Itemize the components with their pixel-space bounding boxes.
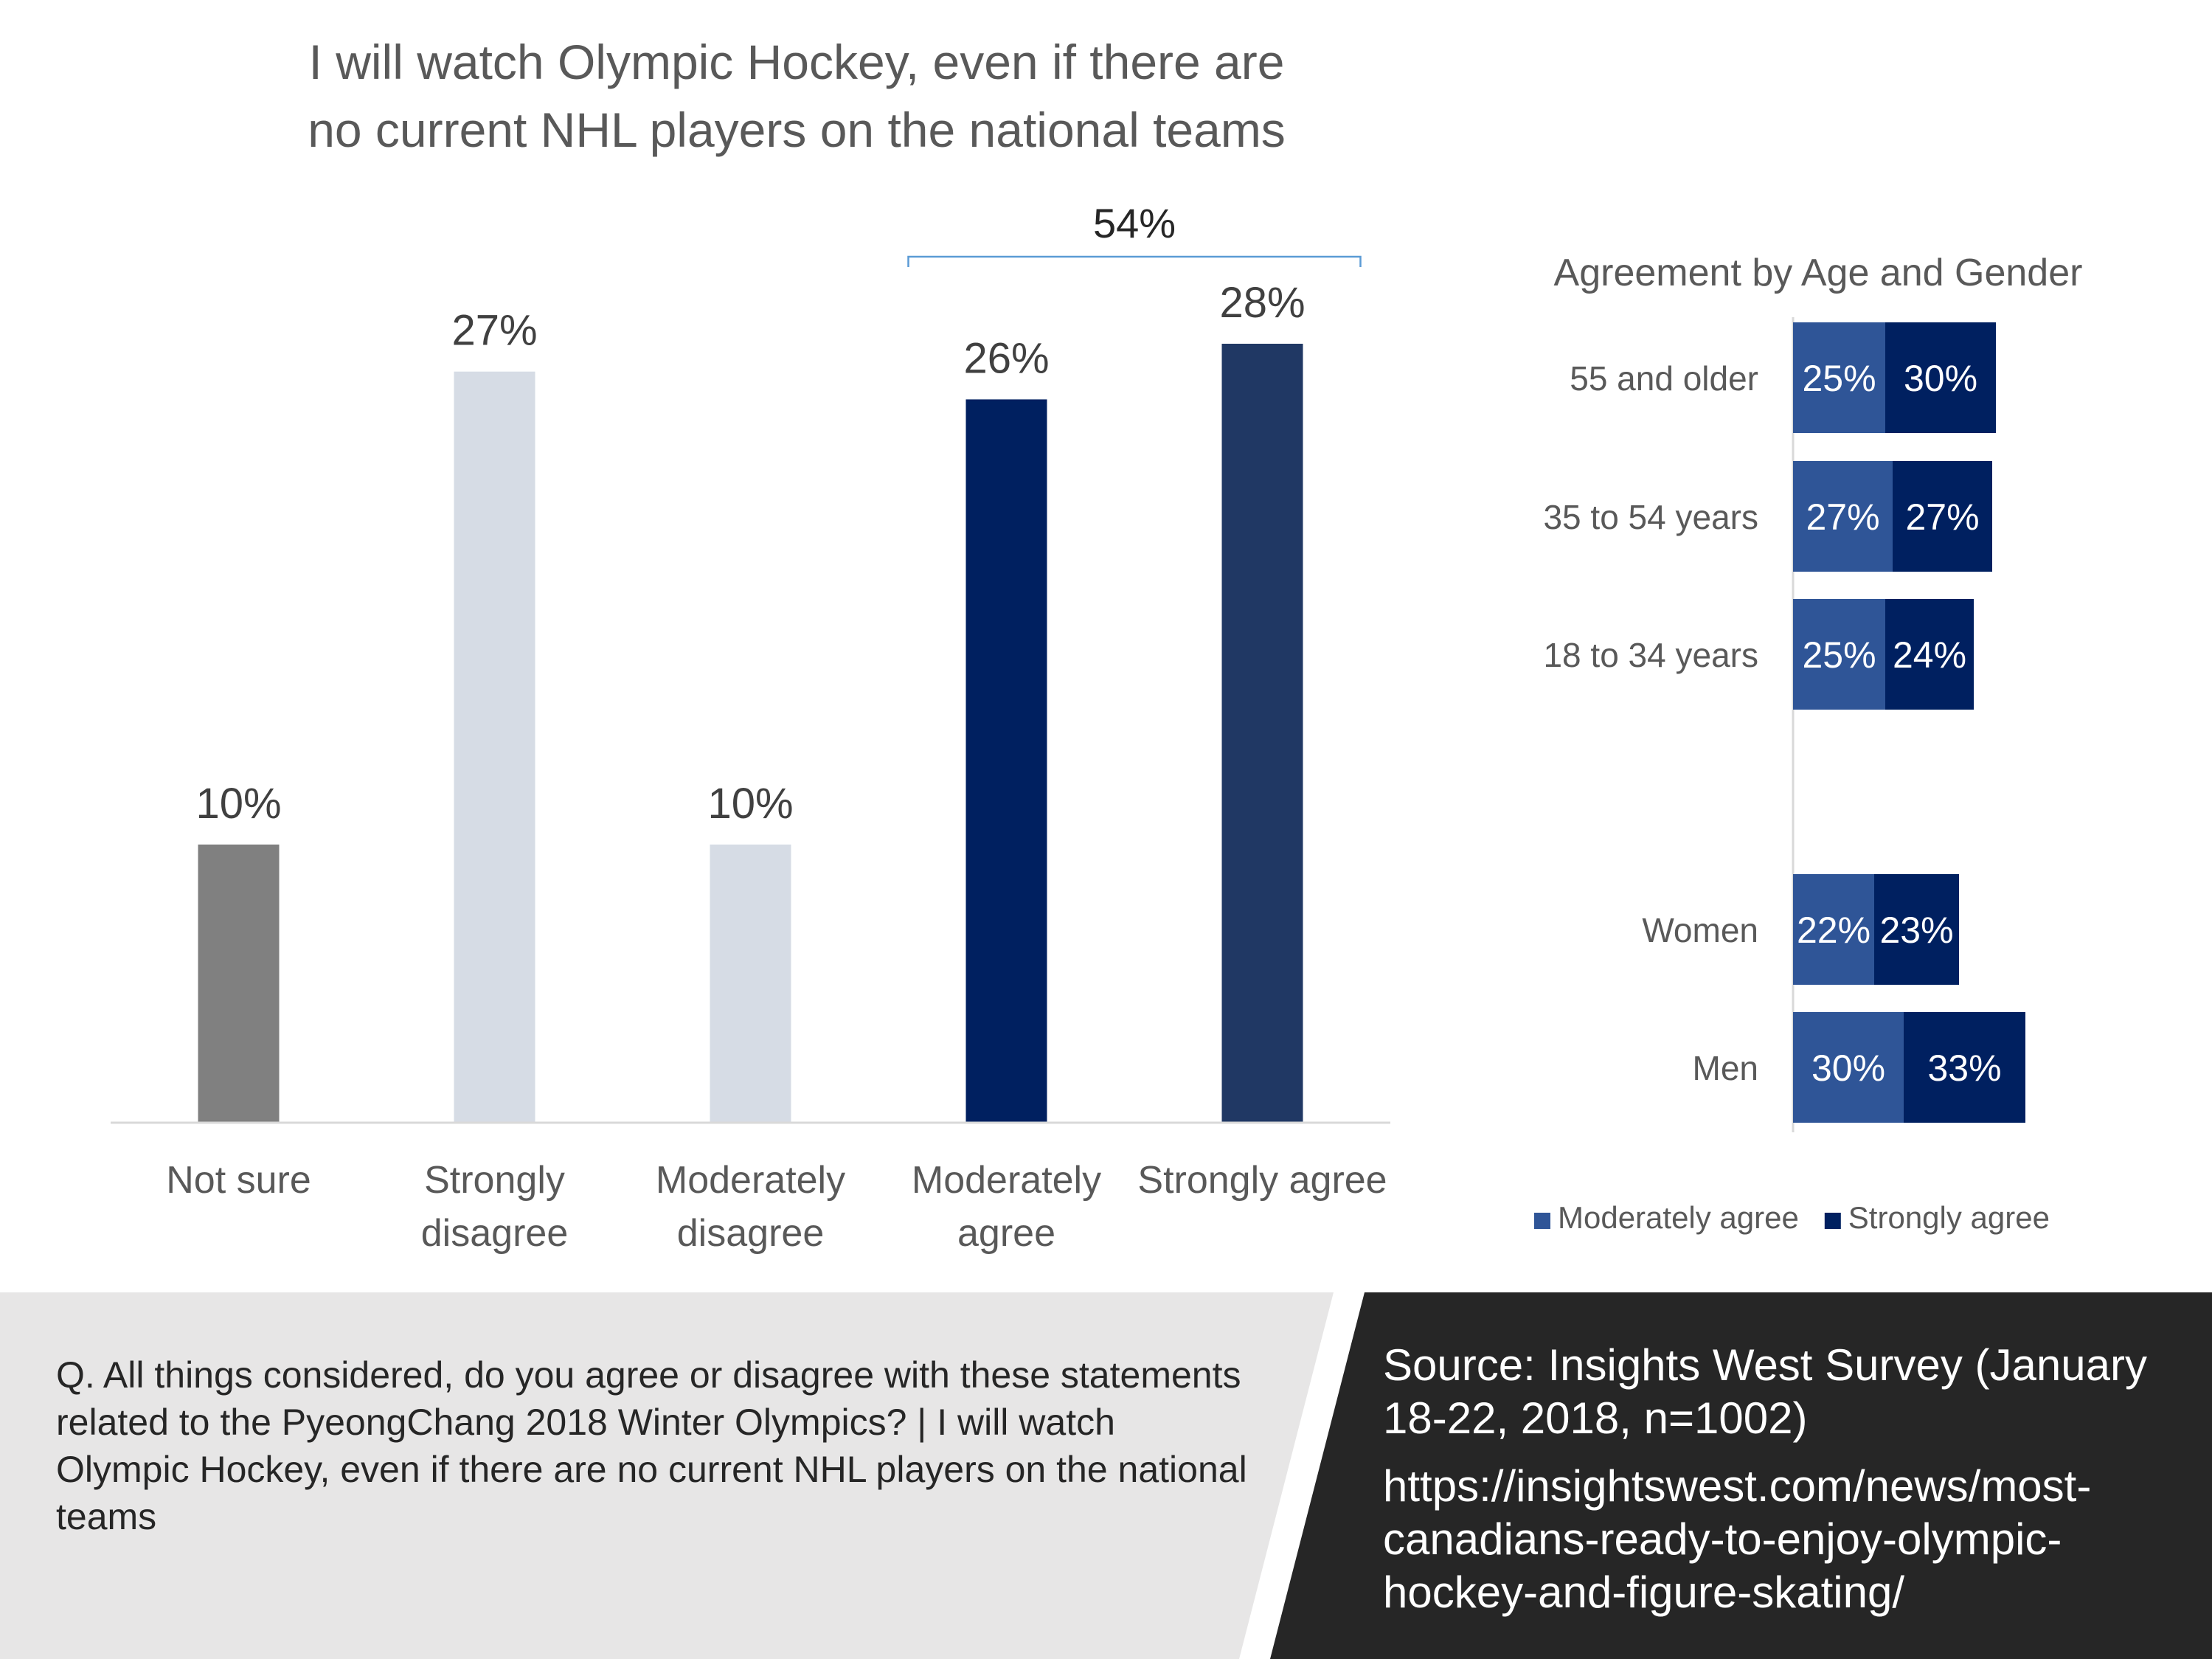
x-tick-label: Not sure (166, 1159, 311, 1202)
agreement-breakdown-chart: Agreement by Age and Gender 55 and older 2… (1534, 252, 2082, 1235)
footer-source-panel (1270, 1292, 2212, 1659)
bar (710, 844, 791, 1123)
segment-data-label: 27% (1905, 496, 1979, 538)
chart-title: I will watch Olympic Hockey, even if the… (243, 28, 1350, 164)
x-tick-label: Moderately (912, 1159, 1101, 1202)
legend-swatch (1534, 1213, 1550, 1229)
survey-question: Q. All things considered, do you agree o… (56, 1354, 1247, 1537)
legend-label: Moderately agree (1558, 1200, 1799, 1235)
source-block: Source: Insights West Survey (January 18… (1383, 1339, 2180, 1619)
bar-data-label: 10% (195, 780, 281, 828)
bar (965, 399, 1047, 1123)
legend-label: Strongly agree (1848, 1200, 2050, 1235)
stacked-bar-segment (1885, 322, 1996, 433)
bar-data-label: 26% (963, 334, 1049, 382)
x-tick-label: disagree (421, 1212, 568, 1255)
segment-data-label: 24% (1893, 634, 1966, 676)
bar-data-label: 10% (707, 780, 793, 828)
segment-data-label: 25% (1802, 358, 1876, 399)
y-tick-label: Women (1642, 911, 1758, 949)
segment-data-label: 30% (1811, 1047, 1885, 1089)
stacked-bar-segment (1793, 874, 1874, 985)
charts-canvas: 10% Not sure 27% Strongly disagree 10% Moderat… (111, 200, 2082, 1255)
source-url: https://insightswest.com/news/most-canad… (1383, 1461, 2092, 1617)
x-tick-label: Moderately (656, 1159, 845, 1202)
stacked-bar-segment (1904, 1012, 2025, 1123)
y-tick-label: 18 to 34 years (1543, 636, 1758, 674)
source-text: Source: Insights West Survey (January 18… (1383, 1340, 2147, 1443)
stacked-bar-segment (1885, 599, 1974, 710)
y-tick-label: 35 to 54 years (1543, 498, 1758, 536)
stacked-bar-segment (1793, 1012, 1904, 1123)
bar (454, 371, 535, 1123)
bracket-total-label: 54% (1093, 200, 1176, 246)
stacked-bar-segment (1893, 461, 1992, 572)
x-tick-label: disagree (677, 1212, 824, 1255)
stacked-bar-segment (1793, 461, 1893, 572)
footer-background (0, 1292, 2212, 1659)
bar-data-label: 27% (451, 307, 537, 355)
chart-title-line: I will watch Olympic Hockey, even if the… (308, 35, 1285, 89)
segment-data-label: 22% (1797, 910, 1871, 951)
segment-data-label: 33% (1927, 1047, 2001, 1089)
segment-data-label: 30% (1904, 358, 1977, 399)
x-tick-label: Strongly (424, 1159, 565, 1202)
bar (1221, 344, 1303, 1123)
x-tick-label: Strongly agree (1137, 1159, 1387, 1202)
stacked-bar-segment (1793, 322, 1885, 433)
segment-data-label: 23% (1879, 910, 1953, 951)
chart-title-line: no current NHL players on the national t… (308, 103, 1286, 157)
main-bar-chart: 10% Not sure 27% Strongly disagree 10% Moderat… (111, 200, 1390, 1255)
agree-bracket (907, 255, 1362, 267)
stacked-bar-segment (1793, 599, 1885, 710)
x-tick-label: agree (957, 1212, 1055, 1255)
bar-data-label: 28% (1219, 279, 1305, 327)
side-chart-title: Agreement by Age and Gender (1554, 252, 2083, 294)
y-tick-label: 55 and older (1570, 359, 1758, 398)
segment-data-label: 27% (1806, 496, 1879, 538)
bar (198, 844, 280, 1123)
segment-data-label: 25% (1802, 634, 1876, 676)
stacked-bar-segment (1874, 874, 1959, 985)
footer-question-panel (0, 1292, 1334, 1659)
y-tick-label: Men (1693, 1049, 1758, 1087)
legend-swatch (1824, 1213, 1841, 1229)
